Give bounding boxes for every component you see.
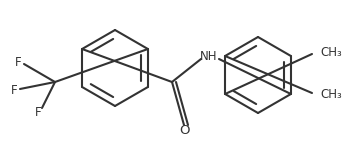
Text: NH: NH xyxy=(200,50,218,62)
Text: F: F xyxy=(15,56,21,69)
Text: F: F xyxy=(11,83,17,96)
Text: O: O xyxy=(179,123,189,137)
Text: F: F xyxy=(35,106,41,118)
Text: CH₃: CH₃ xyxy=(320,88,342,101)
Text: CH₃: CH₃ xyxy=(320,46,342,59)
